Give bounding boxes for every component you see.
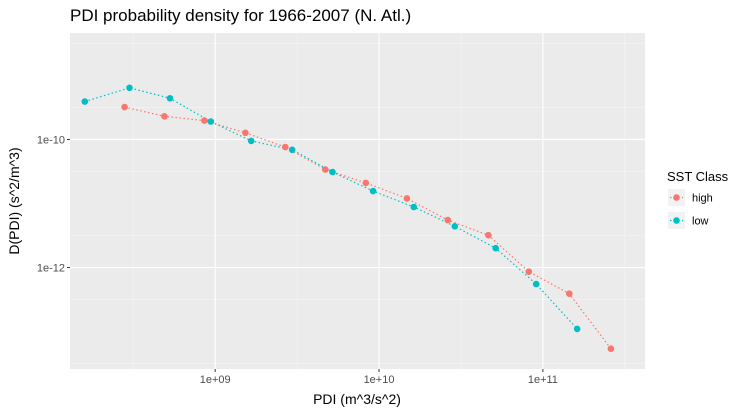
data-point-low	[207, 118, 215, 125]
legend-point-high	[673, 194, 680, 201]
data-point-high	[566, 290, 573, 298]
data-point-high	[444, 216, 452, 224]
chart-title: PDI probability density for 1966-2007 (N…	[70, 6, 411, 25]
y-tick-label: 1e-10	[37, 134, 65, 146]
legend-title: SST Class	[667, 169, 729, 184]
series-layer	[81, 84, 615, 353]
data-point-low	[532, 280, 540, 288]
data-point-high	[322, 166, 329, 173]
data-point-high	[121, 103, 128, 111]
data-point-high	[485, 231, 492, 239]
y-axis-title: D(PDI) (s^2/m^3)	[6, 147, 22, 254]
data-point-low	[573, 325, 581, 333]
data-point-low	[81, 98, 89, 105]
x-tick-label: 1e+10	[364, 374, 395, 386]
x-tick-label: 1e+11	[528, 374, 558, 386]
grid-lines	[70, 33, 645, 369]
data-point-high	[161, 113, 168, 120]
data-point-high	[525, 268, 533, 276]
data-point-high	[403, 195, 411, 202]
data-point-high	[607, 345, 615, 353]
y-tick-label: 1e-12	[37, 263, 65, 275]
legend-label-low: low	[692, 216, 709, 228]
data-point-low	[288, 146, 296, 154]
data-point-high	[362, 179, 370, 187]
x-axis-title: PDI (m^3/s^2)	[313, 391, 401, 407]
data-point-low	[166, 95, 174, 102]
data-point-low	[247, 137, 255, 145]
data-point-high	[201, 117, 208, 124]
data-point-low	[410, 203, 418, 211]
axis-ticks: 1e+09 1e+10 1e+11 1e-10 1e-12	[37, 134, 558, 386]
data-point-low	[451, 223, 459, 230]
data-point-low	[126, 84, 133, 92]
data-point-high	[282, 143, 289, 151]
legend-label-high: high	[692, 193, 713, 205]
panel-background	[70, 33, 645, 369]
legend: SST Class high low	[667, 169, 729, 229]
data-point-low	[329, 168, 336, 176]
data-point-high	[242, 129, 249, 137]
data-point-low	[369, 187, 377, 195]
x-tick-label: 1e+09	[200, 374, 231, 386]
data-point-low	[492, 244, 500, 252]
legend-point-low	[673, 217, 680, 224]
